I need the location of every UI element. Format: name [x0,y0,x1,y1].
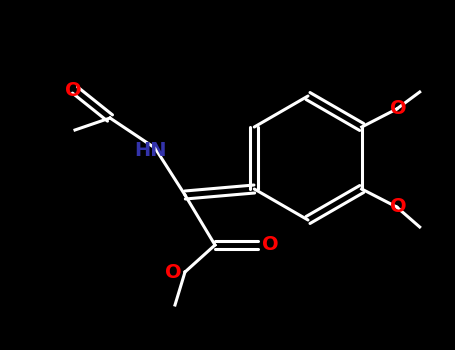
Text: O: O [390,99,407,119]
Text: O: O [262,236,278,254]
Text: O: O [165,262,181,281]
Text: HN: HN [134,140,166,160]
Text: O: O [390,197,407,217]
Text: O: O [65,80,81,99]
